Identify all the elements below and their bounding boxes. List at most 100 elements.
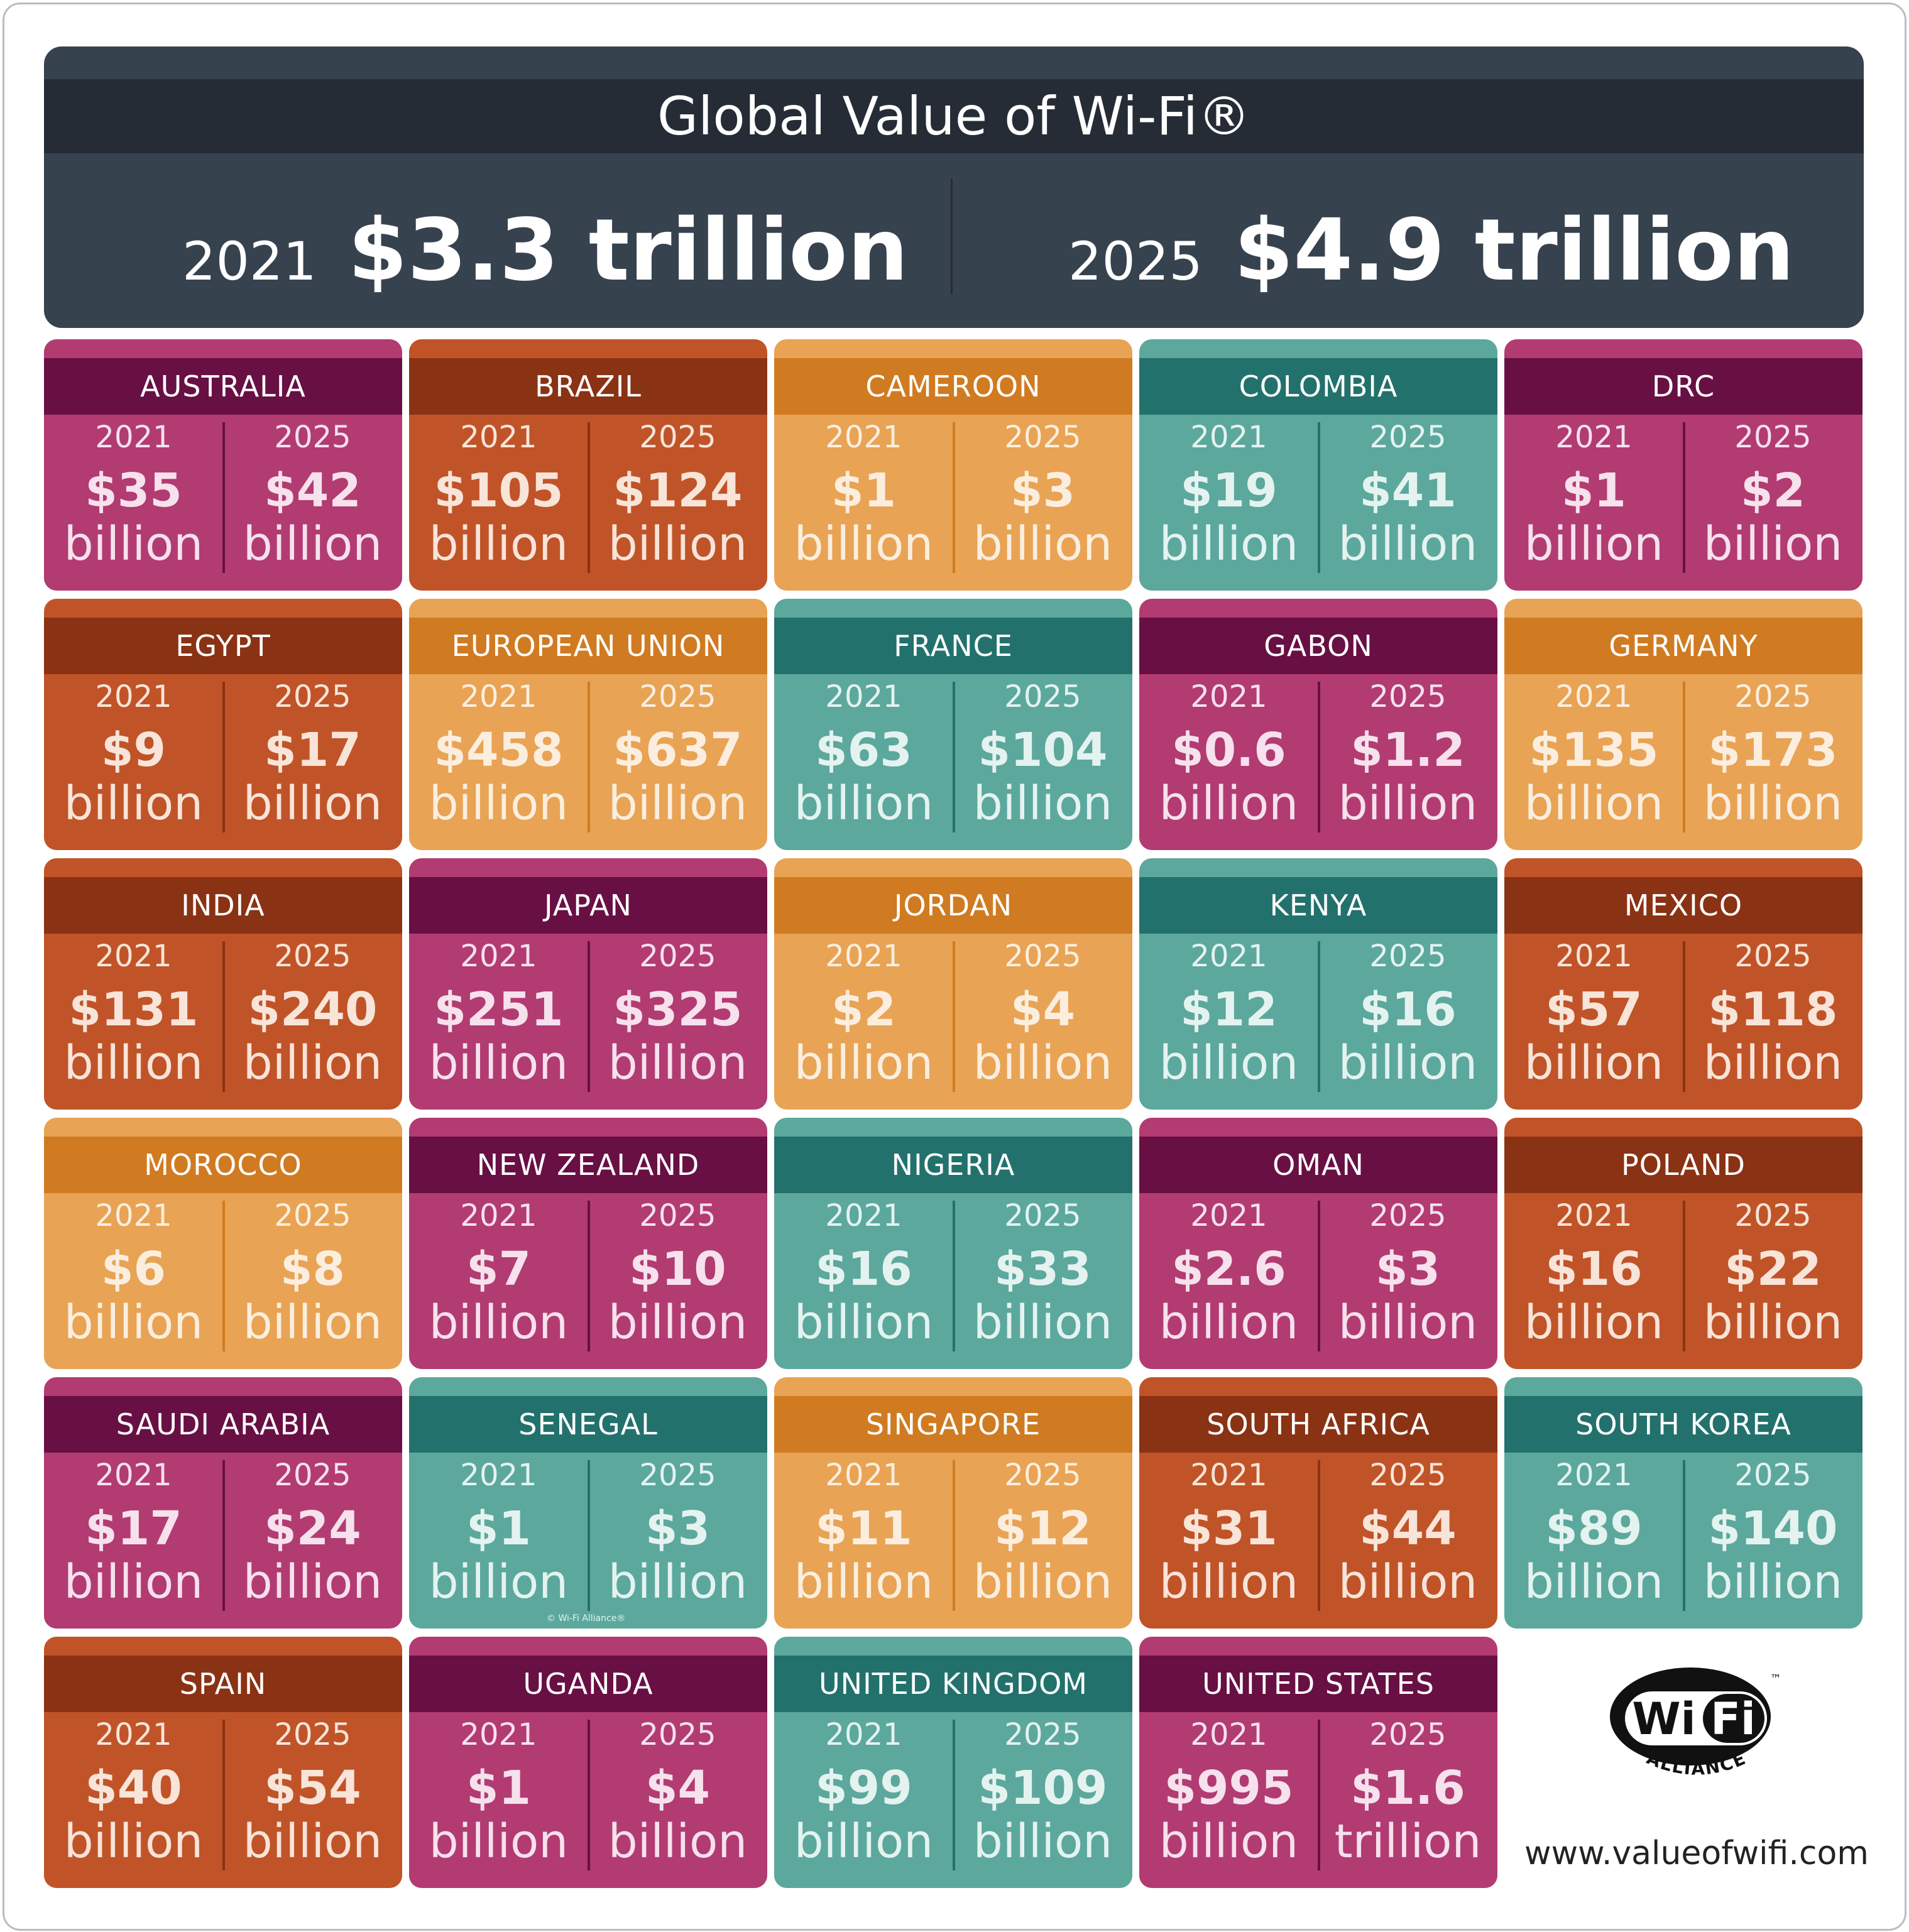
column-divider bbox=[1318, 941, 1320, 1092]
value-amount: $9 bbox=[101, 723, 166, 777]
website-url[interactable]: www.valueofwifi.com bbox=[1524, 1835, 1869, 1872]
value-unit: billion bbox=[608, 1555, 748, 1609]
country-name: SINGAPORE bbox=[774, 1396, 1132, 1453]
country-card: AUSTRALIA 2021 $35 billion 2025 $42 billion bbox=[44, 339, 402, 591]
year-label: 2021 bbox=[460, 420, 537, 455]
country-name: COLOMBIA bbox=[1139, 358, 1497, 415]
country-name: JORDAN bbox=[774, 877, 1132, 934]
value-unit: billion bbox=[1159, 517, 1299, 571]
card-top-strip bbox=[1504, 1118, 1863, 1137]
value-amount: $1.6 bbox=[1350, 1761, 1465, 1815]
year-label: 2025 bbox=[274, 1198, 351, 1233]
value-2021: 2021 $99 billion bbox=[774, 1712, 953, 1888]
value-amount: $22 bbox=[1724, 1242, 1822, 1296]
year-label: 2021 bbox=[460, 939, 537, 974]
country-card: SOUTH KOREA 2021 $89 billion 2025 $140 billion bbox=[1504, 1377, 1863, 1629]
card-top-strip bbox=[1504, 1377, 1863, 1396]
value-unit: billion bbox=[794, 517, 934, 571]
value-amount: $57 bbox=[1545, 983, 1643, 1037]
column-divider bbox=[222, 941, 225, 1092]
year-label: 2021 bbox=[460, 1458, 537, 1493]
year-label: 2025 bbox=[1004, 1198, 1081, 1233]
column-divider bbox=[588, 1720, 590, 1870]
card-top-strip bbox=[44, 1637, 402, 1656]
value-amount: $44 bbox=[1359, 1502, 1457, 1556]
column-divider bbox=[1318, 1201, 1320, 1351]
header-panel: Global Value of Wi-Fi® 2021 $3.3 trillion… bbox=[44, 46, 1864, 328]
column-divider bbox=[588, 1201, 590, 1351]
value-2021: 2021 $135 billion bbox=[1504, 674, 1683, 850]
country-name: AUSTRALIA bbox=[44, 358, 402, 415]
value-unit: billion bbox=[1703, 1555, 1843, 1609]
column-divider bbox=[588, 1460, 590, 1611]
value-2025: 2025 $240 billion bbox=[223, 934, 402, 1110]
value-2025: 2025 $3 billion bbox=[953, 415, 1132, 591]
value-amount: $17 bbox=[264, 723, 361, 777]
card-top-strip bbox=[1504, 339, 1863, 358]
year-label: 2025 bbox=[1734, 679, 1812, 714]
value-2025: 2025 $637 billion bbox=[588, 674, 767, 850]
column-divider bbox=[222, 1460, 225, 1611]
value-unit: billion bbox=[243, 1555, 383, 1609]
column-divider bbox=[1318, 682, 1320, 832]
value-2021: 2021 $17 billion bbox=[44, 1453, 223, 1629]
year-label: 2025 bbox=[274, 1458, 351, 1493]
country-card: BRAZIL 2021 $105 billion 2025 $124 billion bbox=[409, 339, 767, 591]
value-amount: $16 bbox=[1545, 1242, 1643, 1296]
year-label: 2021 bbox=[95, 1717, 172, 1752]
value-2025: 2025 $104 billion bbox=[953, 674, 1132, 850]
column-divider bbox=[1683, 682, 1685, 832]
year-label: 2025 bbox=[639, 420, 716, 455]
value-unit: billion bbox=[63, 777, 204, 831]
year-label: 2025 bbox=[1369, 420, 1447, 455]
country-name: MOROCCO bbox=[44, 1137, 402, 1193]
card-top-strip bbox=[409, 858, 767, 877]
value-amount: $251 bbox=[434, 983, 564, 1037]
year-label: 2025 bbox=[1369, 1198, 1447, 1233]
year-label: 2025 bbox=[1369, 1458, 1447, 1493]
value-amount: $40 bbox=[85, 1761, 182, 1815]
value-amount: $124 bbox=[613, 464, 743, 518]
value-2021: 2021 $251 billion bbox=[409, 934, 588, 1110]
value-amount: $4 bbox=[645, 1761, 710, 1815]
value-amount: $31 bbox=[1180, 1502, 1277, 1556]
country-name: EGYPT bbox=[44, 618, 402, 674]
column-divider bbox=[953, 682, 955, 832]
value-2021: 2021 $57 billion bbox=[1504, 934, 1683, 1110]
year-label: 2021 bbox=[825, 679, 902, 714]
value-amount: $17 bbox=[85, 1502, 182, 1556]
value-unit: billion bbox=[1703, 517, 1843, 571]
country-card: SENEGAL 2021 $1 billion 2025 $3 billion bbox=[409, 1377, 767, 1629]
country-card: INDIA 2021 $131 billion 2025 $240 billion bbox=[44, 858, 402, 1110]
total-amount: $3.3 trillion bbox=[347, 201, 909, 300]
value-amount: $104 bbox=[978, 723, 1108, 777]
value-2025: 2025 $109 billion bbox=[953, 1712, 1132, 1888]
value-unit: billion bbox=[1338, 1036, 1478, 1090]
value-unit: billion bbox=[1338, 1555, 1478, 1609]
value-unit: billion bbox=[794, 1815, 934, 1869]
column-divider bbox=[1683, 1460, 1685, 1611]
value-2025: 2025 $3 billion bbox=[588, 1453, 767, 1629]
value-amount: $10 bbox=[629, 1242, 726, 1296]
card-top-strip bbox=[409, 339, 767, 358]
value-unit: billion bbox=[63, 1296, 204, 1350]
value-2021: 2021 $35 billion bbox=[44, 415, 223, 591]
value-amount: $4 bbox=[1010, 983, 1075, 1037]
value-2025: 2025 $16 billion bbox=[1318, 934, 1497, 1110]
country-name: NIGERIA bbox=[774, 1137, 1132, 1193]
column-divider bbox=[1683, 1201, 1685, 1351]
value-amount: $89 bbox=[1545, 1502, 1643, 1556]
value-2021: 2021 $2.6 billion bbox=[1139, 1193, 1318, 1369]
value-amount: $105 bbox=[434, 464, 564, 518]
country-name: UNITED KINGDOM bbox=[774, 1656, 1132, 1712]
country-card: GERMANY 2021 $135 billion 2025 $173 billion bbox=[1504, 599, 1863, 850]
value-amount: $6 bbox=[101, 1242, 166, 1296]
value-2021: 2021 $9 billion bbox=[44, 674, 223, 850]
country-card: CAMEROON 2021 $1 billion 2025 $3 billion bbox=[774, 339, 1132, 591]
value-2021: 2021 $131 billion bbox=[44, 934, 223, 1110]
year-label: 2025 bbox=[1369, 679, 1447, 714]
value-2021: 2021 $31 billion bbox=[1139, 1453, 1318, 1629]
year-label: 2021 bbox=[1190, 1717, 1267, 1752]
value-2025: 2025 $17 billion bbox=[223, 674, 402, 850]
value-2025: 2025 $1.6 trillion bbox=[1318, 1712, 1497, 1888]
